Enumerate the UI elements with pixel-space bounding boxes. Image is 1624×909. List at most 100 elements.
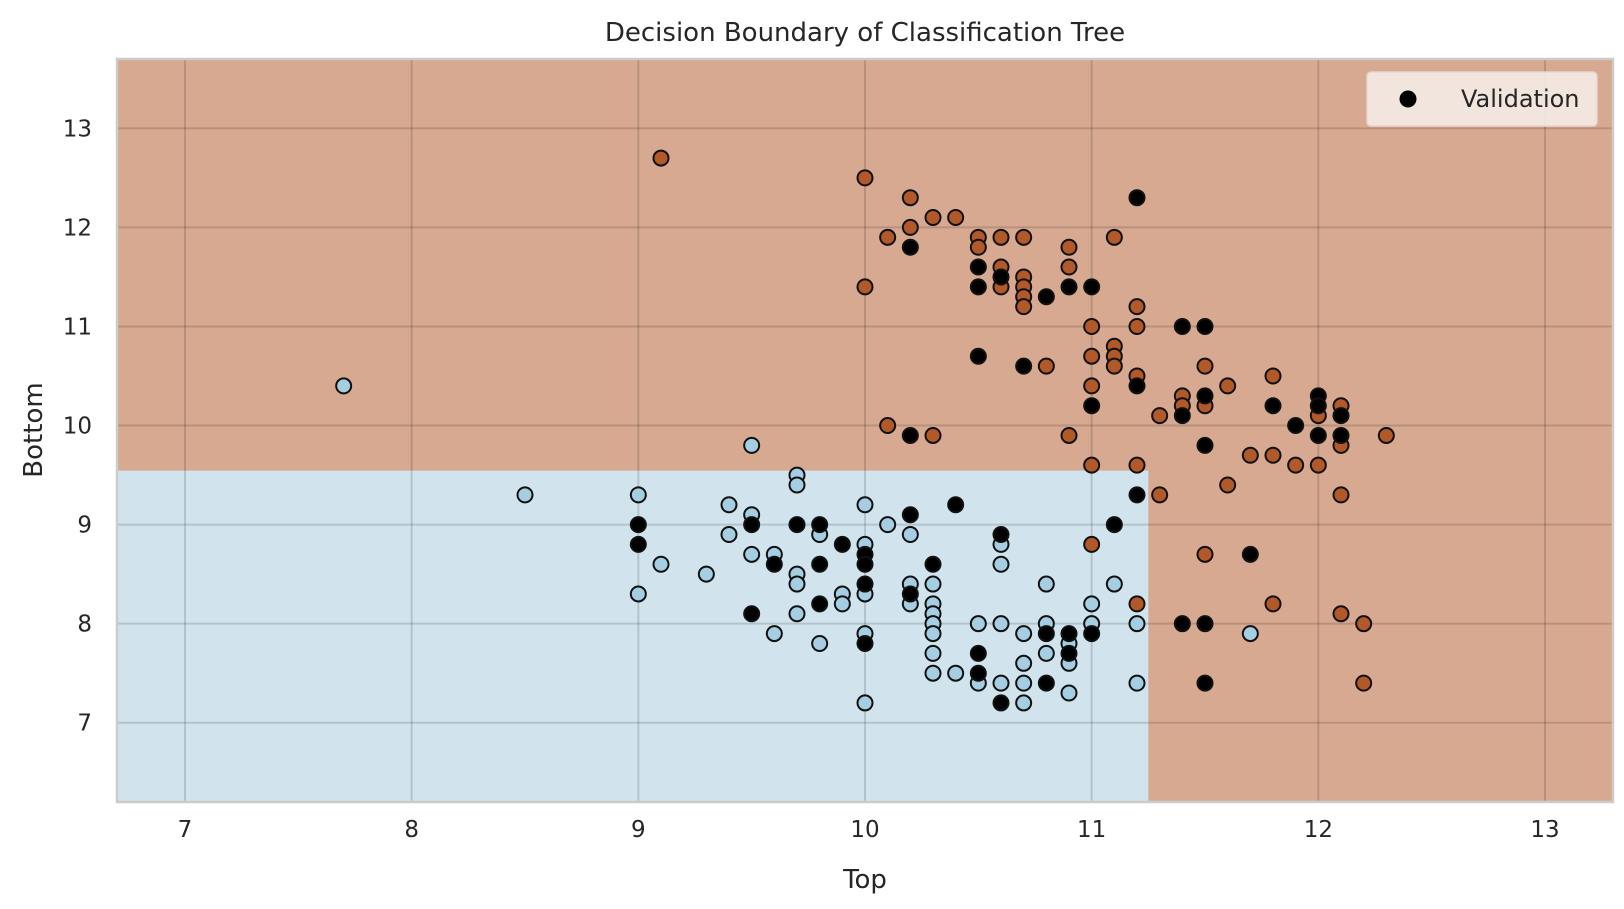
validation-point (1264, 397, 1282, 415)
class0-point (992, 674, 1010, 692)
validation-point (1241, 545, 1259, 563)
class1-point (1287, 456, 1305, 474)
validation-point (992, 694, 1010, 712)
class1-point (1128, 317, 1146, 335)
class1-point (1332, 486, 1350, 504)
class1-point (856, 278, 874, 296)
class0-point (1037, 575, 1055, 593)
class1-point (1264, 367, 1282, 385)
class1-point (1015, 228, 1033, 246)
class1-point (1219, 476, 1237, 494)
class1-point (1196, 545, 1214, 563)
class1-point (1128, 298, 1146, 316)
class1-point (1083, 456, 1101, 474)
validation-point (856, 555, 874, 573)
class0-point (765, 625, 783, 643)
validation-point (901, 238, 919, 256)
validation-point (1332, 407, 1350, 425)
class0-point (1060, 684, 1078, 702)
y-tick-label: 10 (63, 414, 92, 440)
validation-point (765, 555, 783, 573)
class1-point (1128, 595, 1146, 613)
class0-point (720, 496, 738, 514)
class1-point (1060, 258, 1078, 276)
validation-point (1196, 615, 1214, 633)
class0-point (743, 436, 761, 454)
class0-point (879, 516, 897, 534)
y-tick-label: 11 (63, 314, 92, 340)
class0-point (901, 526, 919, 544)
legend-label-validation: Validation (1461, 85, 1580, 113)
validation-point (1196, 674, 1214, 692)
class0-point (969, 615, 987, 633)
validation-point (856, 634, 874, 652)
class1-point (1083, 535, 1101, 553)
validation-point (833, 535, 851, 553)
class1-point (1332, 605, 1350, 623)
class0-point (924, 625, 942, 643)
validation-point (1128, 189, 1146, 207)
validation-point (1105, 516, 1123, 534)
validation-point (1015, 357, 1033, 375)
class0-point (924, 575, 942, 593)
validation-point (788, 516, 806, 534)
class1-point (924, 426, 942, 444)
class1-point (1196, 357, 1214, 375)
class0-point (1128, 674, 1146, 692)
y-tick-labels: 7 8 9 10 11 12 13 (63, 116, 92, 736)
x-tick-label: 11 (1077, 817, 1106, 843)
y-tick-label: 7 (77, 711, 92, 737)
class0-point (1015, 674, 1033, 692)
validation-point (1309, 397, 1327, 415)
validation-point (856, 575, 874, 593)
class1-point (924, 209, 942, 227)
validation-point (901, 585, 919, 603)
class0-point (856, 496, 874, 514)
validation-point (969, 278, 987, 296)
x-tick-label: 10 (850, 817, 879, 843)
class1-point (1037, 357, 1055, 375)
x-tick-label: 9 (631, 817, 646, 843)
class1-point (947, 209, 965, 227)
class1-point (1060, 426, 1078, 444)
class1-point (652, 149, 670, 167)
legend-box (1366, 71, 1598, 127)
validation-point (992, 268, 1010, 286)
validation-point (992, 526, 1010, 544)
validation-point (1309, 426, 1327, 444)
class0-point (924, 664, 942, 682)
class1-point (1060, 238, 1078, 256)
class0-point (720, 526, 738, 544)
class1-point (1151, 407, 1169, 425)
validation-point (1287, 417, 1305, 435)
class0-point (856, 694, 874, 712)
validation-point (1083, 278, 1101, 296)
validation-point (969, 347, 987, 365)
validation-point (901, 426, 919, 444)
validation-point (811, 595, 829, 613)
x-tick-label: 12 (1304, 817, 1333, 843)
class0-point (833, 595, 851, 613)
class1-point (1355, 674, 1373, 692)
class1-point (1083, 347, 1101, 365)
class1-point (1241, 446, 1259, 464)
validation-point (1173, 615, 1191, 633)
validation-point (811, 555, 829, 573)
class0-point (1105, 575, 1123, 593)
class0-point (335, 377, 353, 395)
validation-point (969, 644, 987, 662)
class0-point (697, 565, 715, 583)
validation-point (1128, 377, 1146, 395)
validation-point (1060, 644, 1078, 662)
x-axis-label: Top (842, 865, 887, 895)
class1-points (652, 149, 1395, 692)
validation-point (1173, 407, 1191, 425)
class0-point (1241, 625, 1259, 643)
validation-point (629, 516, 647, 534)
x-tick-label: 7 (178, 817, 193, 843)
decision-region-2 (1148, 470, 1613, 802)
validation-point (1128, 486, 1146, 504)
class1-point (901, 218, 919, 236)
class1-point (1083, 377, 1101, 395)
